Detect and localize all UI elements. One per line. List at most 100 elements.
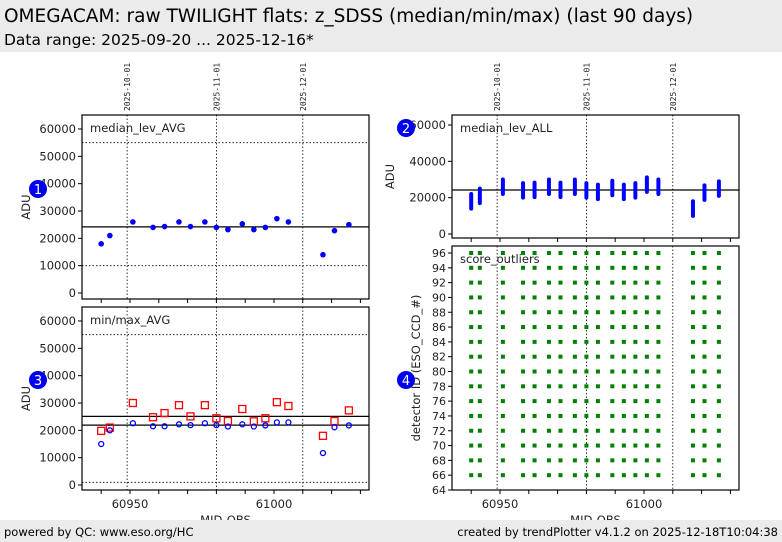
outlier-marker [716,473,721,478]
outlier-marker [690,251,695,255]
outlier-marker [716,443,721,448]
min-point [345,422,353,429]
outlier-marker [702,339,707,344]
outlier-marker [633,428,638,433]
outlier-marker [558,384,563,389]
outlier-marker [572,251,577,255]
outlier-marker [610,339,615,344]
outlier-marker [477,310,482,315]
outlier-marker [521,310,526,315]
outlier-marker [621,473,626,478]
outlier-marker [584,310,589,315]
outlier-marker [469,369,474,374]
outlier-marker [500,399,505,404]
outlier-marker [572,413,577,418]
y-tick-label: 60000 [39,314,76,328]
outlier-marker [702,280,707,285]
outlier-marker [532,265,537,270]
panel-number-marker [397,119,415,137]
max-point [249,417,258,426]
outlier-marker [469,413,474,418]
min-point [106,427,113,434]
outlier-marker [633,399,638,404]
outlier-marker [546,443,551,448]
panel-title: min/max_AVG [90,313,170,327]
outlier-marker [690,325,695,330]
outlier-marker [477,280,482,285]
outlier-marker [558,325,563,330]
outlier-marker [595,399,600,404]
outlier-marker [500,280,505,285]
outlier-marker [595,339,600,344]
outlier-marker [621,325,626,330]
outlier-marker [702,369,707,374]
outlier-marker [610,369,615,374]
outlier-marker [716,310,721,315]
outlier-marker [716,384,721,389]
outlier-marker [584,384,589,389]
max-point [105,423,114,432]
y-tick-label: 50000 [39,341,76,355]
date-label-2025-10-01: 2025-10-01 [123,63,132,111]
outlier-marker [702,295,707,300]
outlier-marker [716,325,721,330]
outlier-marker [644,339,649,344]
outlier-marker [690,413,695,418]
outlier-marker [546,384,551,389]
outlier-marker [546,458,551,463]
date-label-2025-11-01: 2025-11-01 [212,63,221,111]
outlier-marker [690,310,695,315]
outlier-marker [558,473,563,478]
outlier-marker [521,413,526,418]
outlier-marker [469,280,474,285]
data-point [251,226,257,233]
outlier-marker [621,251,626,255]
outlier-marker [500,354,505,359]
y-tick-label: 88 [432,306,446,319]
outlier-marker [584,443,589,448]
outlier-marker [477,339,482,344]
page-subtitle: Data range: 2025-09-20 ... 2025-12-16* [4,31,314,49]
outlier-marker [621,354,626,359]
panel-number-marker [29,180,47,198]
page-title: OMEGACAM: raw TWILIGHT flats: z_SDSS (me… [4,6,694,27]
outlier-marker [644,251,649,255]
outlier-marker [690,473,695,478]
min-point [213,421,220,429]
outlier-marker [572,443,577,448]
data-point [285,219,292,225]
outlier-marker [558,310,563,315]
outlier-marker [610,413,615,418]
min-point [262,422,269,429]
outlier-marker [702,265,707,270]
outlier-marker [716,295,721,300]
outlier-marker [702,458,707,463]
footer-powered-by[interactable]: powered by QC: www.eso.org/HC [4,525,194,539]
outlier-marker [558,443,563,448]
outlier-marker [702,251,707,255]
y-tick-label: 78 [432,380,446,393]
max-point [128,398,138,408]
outlier-marker [469,310,474,315]
data-point [176,219,182,225]
outlier-marker [656,310,661,315]
outlier-marker [558,428,563,433]
outlier-marker [690,369,695,374]
outlier-marker [610,251,615,255]
y-tick-label: 90 [432,291,446,304]
max-point [160,408,169,418]
outlier-marker [546,399,551,404]
outlier-marker [532,354,537,359]
outlier-marker [610,443,615,448]
outlier-marker [521,325,526,330]
outlier-marker [716,458,721,463]
max-point [330,416,339,426]
plot-frame [451,245,740,491]
outlier-marker [595,458,600,463]
outlier-marker [716,428,721,433]
min-point [319,449,327,457]
outlier-marker [656,413,661,418]
outlier-marker [546,473,551,478]
outlier-marker [532,458,537,463]
outlier-marker [521,354,526,359]
